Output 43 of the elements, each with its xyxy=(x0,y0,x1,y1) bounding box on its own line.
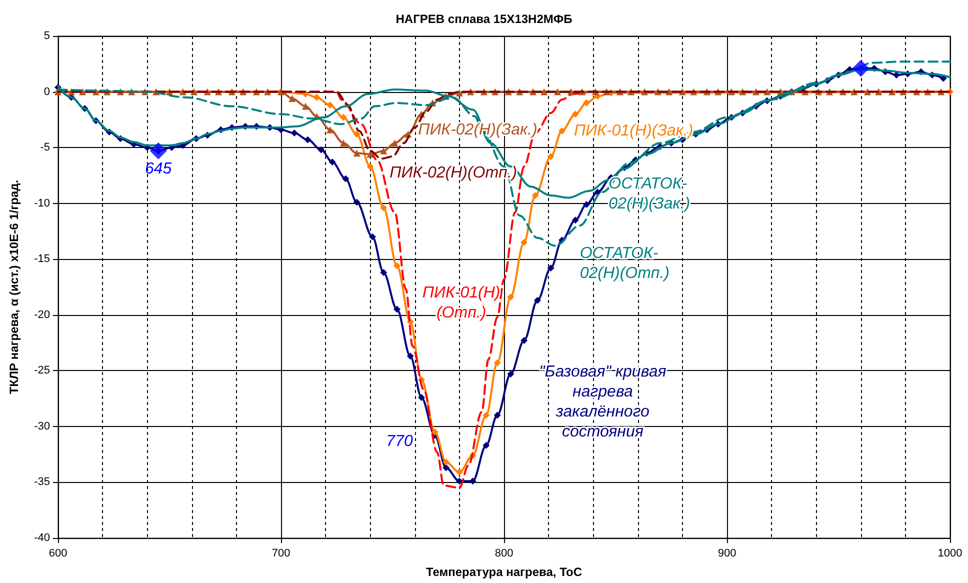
point xyxy=(547,152,554,160)
series-label: ОСТАТОК-02(Н)(Отп.) xyxy=(580,245,670,282)
x-axis-title: Температура нагрева, ToC xyxy=(426,565,582,579)
point xyxy=(431,428,438,436)
y-tick-label: -5 xyxy=(40,142,50,154)
x-tick-label: 700 xyxy=(272,548,290,560)
y-tick-label: -40 xyxy=(34,532,50,544)
point xyxy=(572,110,579,118)
point xyxy=(442,458,450,466)
point xyxy=(380,204,388,212)
y-tick-label: -30 xyxy=(34,420,50,432)
point xyxy=(532,192,539,200)
point xyxy=(393,262,400,270)
y-tick-label: 5 xyxy=(44,30,50,42)
point xyxy=(583,99,590,106)
annotation: 770 xyxy=(386,432,413,450)
point xyxy=(150,142,167,160)
point xyxy=(520,238,528,246)
y-tick-label: -20 xyxy=(34,308,50,321)
x-tick-label: 600 xyxy=(48,548,68,560)
annotation: 645 xyxy=(145,160,172,178)
point xyxy=(313,94,320,101)
point xyxy=(482,412,490,419)
y-tick-label: -25 xyxy=(34,364,50,377)
point xyxy=(456,468,463,476)
x-tick-label: 900 xyxy=(718,548,736,560)
y-tick-label: -35 xyxy=(34,476,50,488)
point xyxy=(558,127,566,134)
point xyxy=(852,60,870,77)
series-label: ПИК-01(Н)(Зак.) xyxy=(574,122,694,140)
y-axis-title: ТКЛР нагрева, α (ист.) x10E-6 1/град. xyxy=(7,180,21,394)
y-tick-label: -15 xyxy=(34,253,50,266)
point xyxy=(340,114,347,121)
y-tick-label: 0 xyxy=(44,86,50,98)
x-tick-label: 1000 xyxy=(938,548,962,560)
chart-title: НАГРЕВ сплава 15Х13Н2МФБ xyxy=(396,12,573,26)
point xyxy=(507,294,514,301)
y-tick-label: -10 xyxy=(34,197,50,210)
point xyxy=(326,102,334,109)
x-tick-label: 800 xyxy=(494,548,514,560)
point xyxy=(353,130,360,138)
point xyxy=(366,163,374,170)
point xyxy=(494,359,501,366)
